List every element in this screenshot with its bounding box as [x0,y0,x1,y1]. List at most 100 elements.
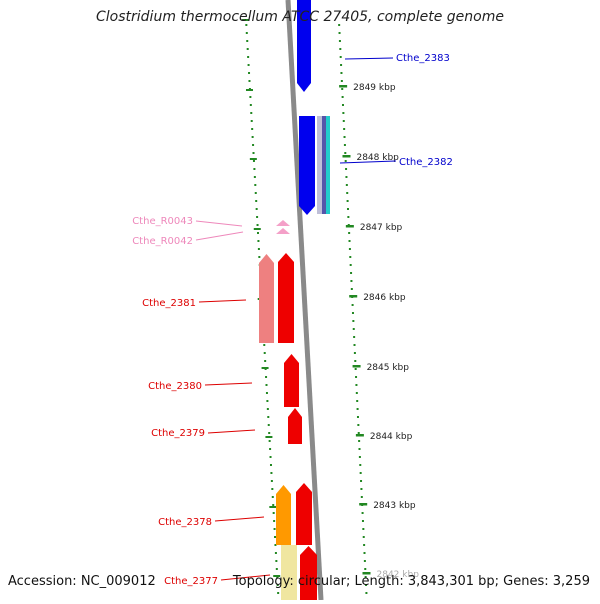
ruler-dot [360,488,363,490]
ruler-dot [273,520,276,522]
ruler-dot [354,368,357,370]
ruler-dot [250,112,253,114]
ruler-dot [364,568,367,570]
ruler-dot [355,376,358,378]
gene-callouts: Cthe_2383 Cthe_2382 Cthe_R0043 Cthe_R0042 Ct… [132,53,453,587]
ruler-dot [340,80,343,82]
callout-line [195,231,244,241]
ruler-dot [266,400,269,402]
ruler-dot [277,592,280,594]
ruler-dot [263,352,266,354]
ruler-dot [257,240,260,242]
gene-cthe-2378 [296,483,312,545]
gene-cthe-2383 [297,0,311,92]
ruler-dot [352,320,355,322]
ruler-minor-tick [261,367,269,369]
ruler-dot [274,544,277,546]
ruler-minor-tick [273,575,281,577]
ruler-dot [351,304,354,306]
ruler-dot [360,496,363,498]
ruler-dot [270,480,273,482]
ruler-dot [343,128,346,130]
ruler-dot [256,224,259,226]
ruler-dot [252,160,255,162]
ruler-dot [246,40,249,42]
ruler-dot [350,272,353,274]
ruler-dot [340,72,343,74]
ruler-dot [251,136,254,138]
ruler-dot [256,216,259,218]
scale-tick-mark [362,572,371,575]
ruler-dot [349,264,352,266]
ruler-dot [338,40,341,42]
scale-tick-label: 2846 kbp [363,293,406,303]
ruler-dot [270,472,273,474]
ruler-dot [350,280,353,282]
scale-tick-label: 2847 kbp [360,223,403,233]
ruler-dot [361,512,364,514]
scale-tick-label: 2843 kbp [373,501,416,511]
ruler-dot [256,232,259,234]
ruler-dot [341,96,344,98]
scale-tick-mark [349,295,358,298]
ruler-dot [352,328,355,330]
ruler-dot [268,432,271,434]
ruler-dot [353,344,356,346]
ruler-dot [356,416,359,418]
gene-cthe-2378-inner [276,485,291,545]
ruler-dot [362,536,365,538]
ruler-dot [345,168,348,170]
ruler-minor-tick [249,158,257,160]
ruler-dot [265,384,268,386]
gene-stripe [322,116,326,214]
ruler-minor-tick [253,228,261,230]
ruler-dot [342,120,345,122]
gene-cthe-r0043 [276,220,290,226]
gene-label-cthe-2382: Cthe_2382 [399,157,453,168]
ruler-dot [364,576,367,578]
ruler-dot [267,416,270,418]
callout-line [195,220,243,227]
ruler-dot [254,192,257,194]
scale-tick-label: 2849 kbp [353,83,396,93]
ruler-dot [269,464,272,466]
ruler-dot [258,256,261,258]
ruler-dot [271,488,274,490]
topology-label: Topology: circular; Length: 3,843,301 bp… [232,574,590,589]
ruler-dot [248,80,251,82]
ruler-dot [267,424,270,426]
gene-cthe-2377 [300,546,317,604]
gene-label-cthe-2383: Cthe_2383 [396,53,450,64]
scale-tick-label: 2848 kbp [356,153,399,163]
ruler-dot [250,120,253,122]
ruler-dot [357,424,360,426]
gene-label-cthe-r0043: Cthe_R0043 [132,216,193,227]
ruler-dot [344,152,347,154]
ruler-dot [348,240,351,242]
ruler-dot [264,360,267,362]
ruler-dot [345,184,348,186]
ruler-dot [254,184,257,186]
ruler-dot [255,208,258,210]
gene-stripe [326,116,330,214]
gene-label-cthe-2378: Cthe_2378 [158,517,212,528]
gene-cthe-2379 [288,408,302,444]
scale-tick-label: 2845 kbp [367,363,410,373]
callout-line [220,574,271,581]
ruler-dot [263,344,266,346]
ruler-dot [247,64,250,66]
ruler-dot [356,400,359,402]
ruler-dot [340,64,343,66]
callout-line [339,160,397,164]
backbone-line [285,0,324,601]
ruler-dot [345,176,348,178]
ruler-dot [339,56,342,58]
ruler-dot [341,88,344,90]
ruler-dot [346,208,349,210]
ruler-minor-tick [245,89,253,91]
gene-cthe-r0042 [276,228,290,234]
scale-tick-mark [355,434,364,437]
backbone [285,0,324,601]
